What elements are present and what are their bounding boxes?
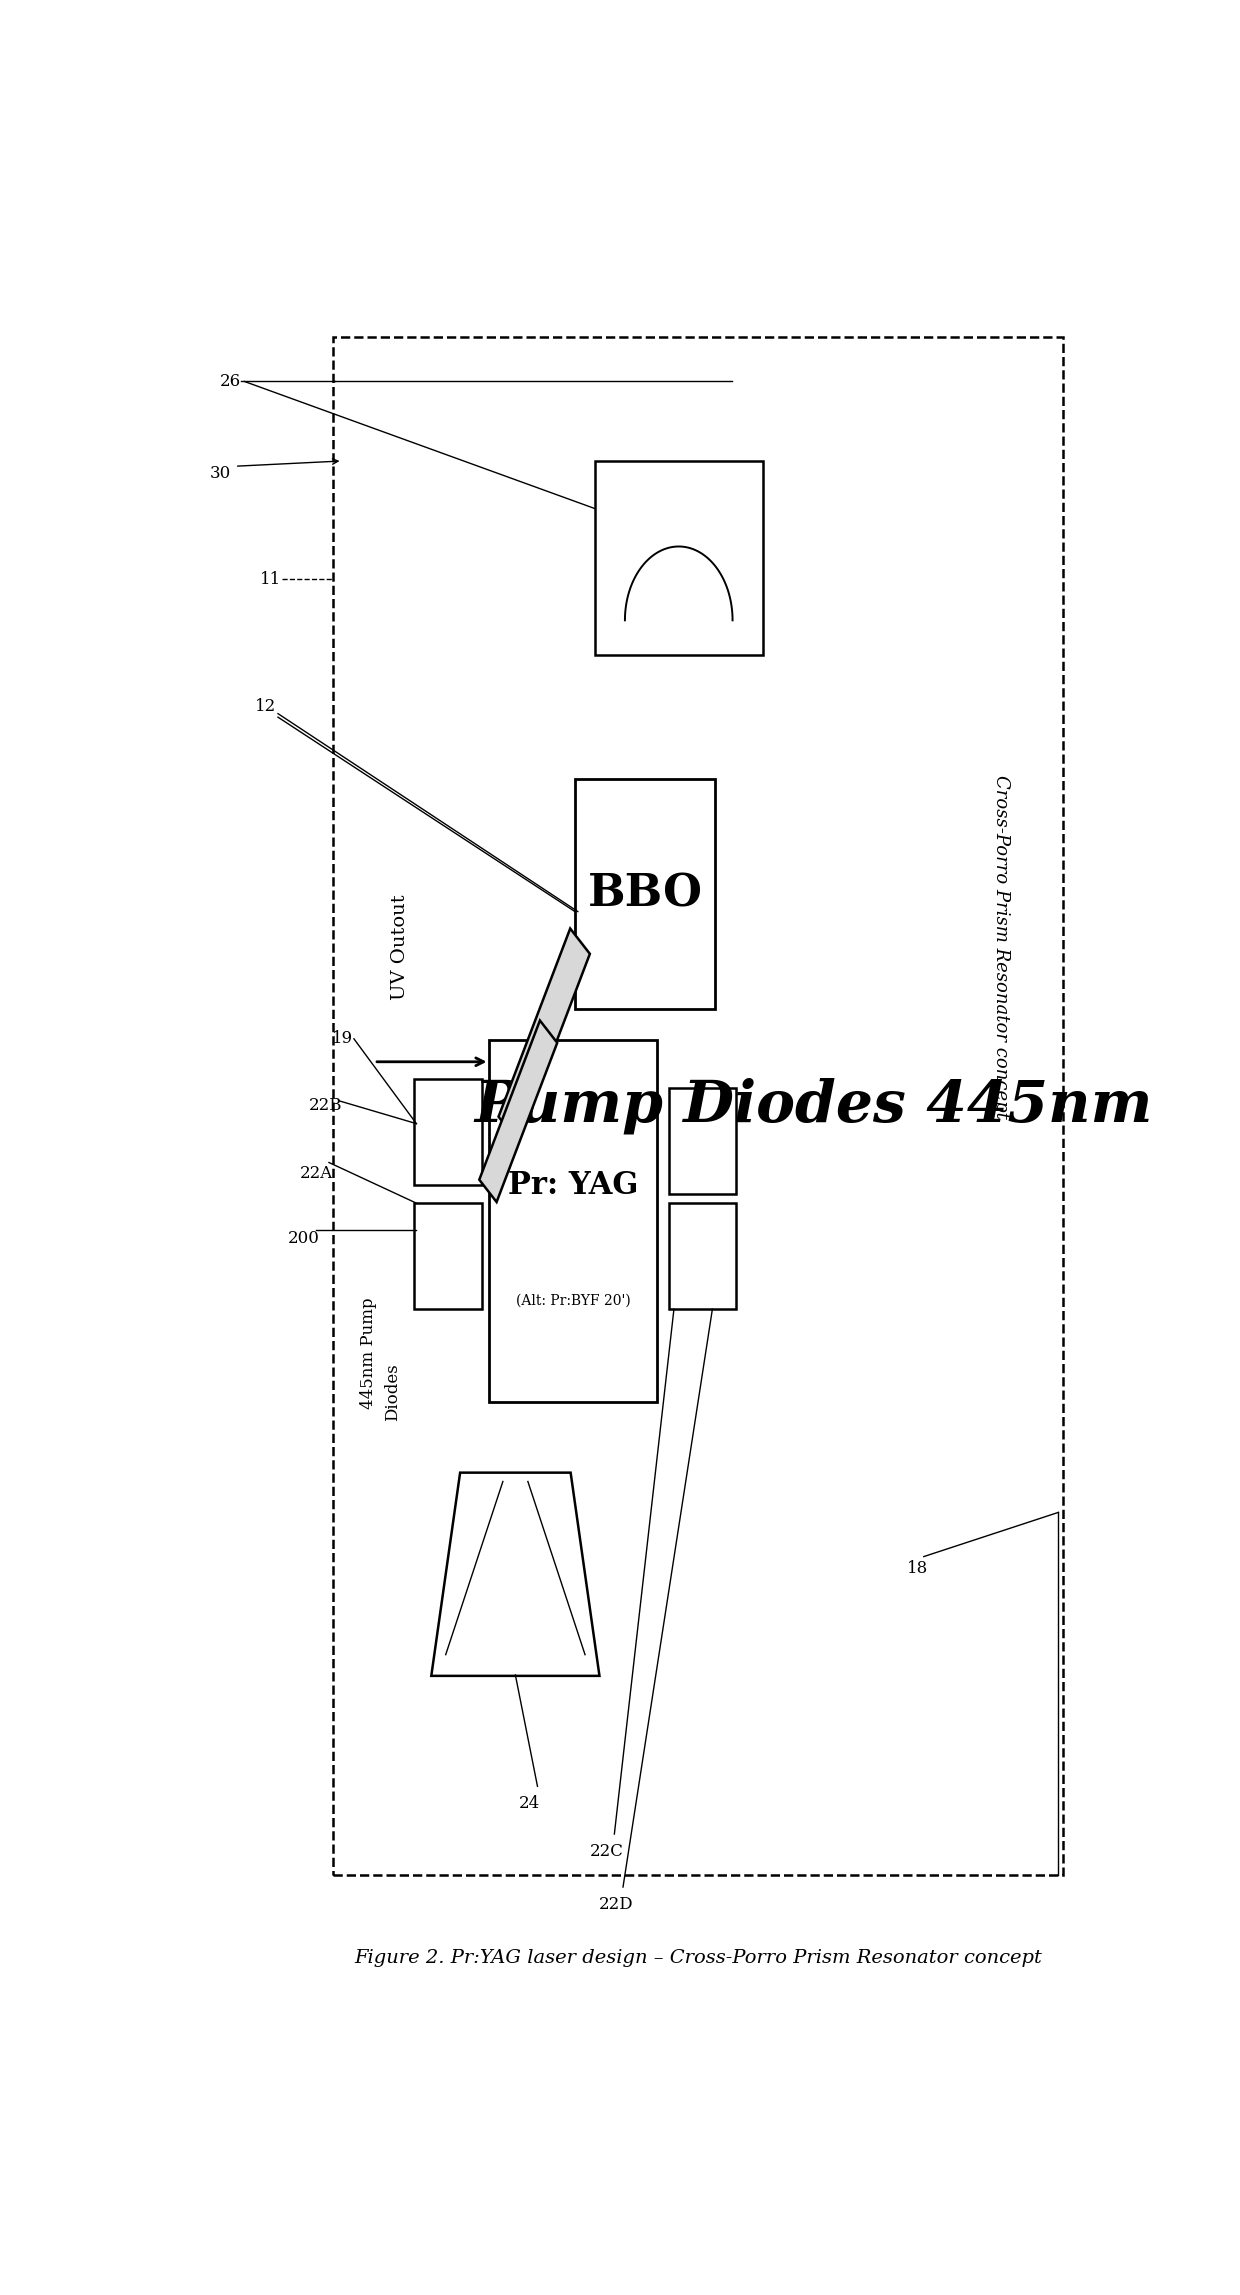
Polygon shape [498,929,590,1143]
Bar [489,1040,657,1402]
Text: Cross-Porro Prism Resonator concept: Cross-Porro Prism Resonator concept [992,776,1009,1120]
Text: 200: 200 [288,1230,320,1246]
Text: BBO: BBO [588,872,703,916]
Bar [595,461,763,656]
Text: 30: 30 [210,466,231,482]
Text: 22A: 22A [300,1164,334,1182]
Text: Figure 2. Pr:YAG laser design – Cross-Porro Prism Resonator concept: Figure 2. Pr:YAG laser design – Cross-Po… [355,1948,1042,1967]
Polygon shape [480,1021,557,1203]
Text: 12: 12 [255,698,277,716]
Text: 22B: 22B [309,1097,342,1115]
Text: 19: 19 [332,1030,353,1047]
Text: 26: 26 [219,372,241,390]
Bar [670,1088,737,1193]
Bar [414,1079,481,1187]
Bar [332,337,1063,1875]
Text: 18: 18 [906,1561,928,1577]
Text: Pr: YAG: Pr: YAG [508,1170,639,1200]
Text: UV Outout: UV Outout [391,895,409,1001]
Bar [414,1203,481,1308]
Text: 22C: 22C [590,1843,624,1861]
Text: Pump Diodes 445nm: Pump Diodes 445nm [474,1079,1152,1134]
Text: 24: 24 [520,1795,541,1813]
Text: (Alt: Pr:BYF 20'): (Alt: Pr:BYF 20') [516,1294,630,1308]
Polygon shape [432,1473,599,1675]
Text: 445nm Pump: 445nm Pump [360,1297,377,1409]
Bar [670,1203,737,1308]
Text: 11: 11 [259,571,281,588]
Text: Diodes: Diodes [384,1363,401,1421]
Text: 22D: 22D [599,1896,634,1914]
Bar [575,778,714,1010]
